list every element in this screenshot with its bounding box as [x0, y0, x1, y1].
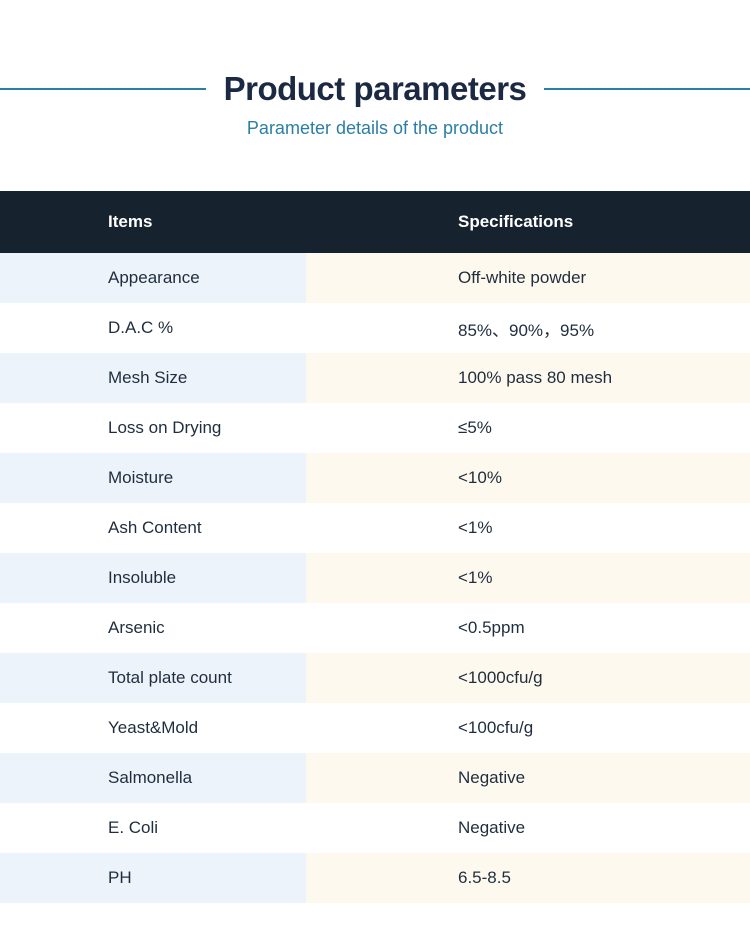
title-rule-right — [544, 88, 750, 90]
item-name-cell: Salmonella — [0, 753, 306, 803]
title-row: Product parameters — [0, 70, 750, 108]
item-name-cell: D.A.C % — [108, 318, 174, 337]
table-row: Salmonella Negative — [0, 753, 750, 803]
table-row: E. Coli Negative — [0, 803, 750, 853]
spec-value-cell: <10% — [306, 453, 750, 503]
spec-value-cell: ≤5% — [458, 418, 492, 437]
page-subtitle: Parameter details of the product — [246, 118, 504, 138]
table-row: Mesh Size 100% pass 80 mesh — [0, 353, 750, 403]
table-row: Total plate count <1000cfu/g — [0, 653, 750, 703]
spec-value-cell: 100% pass 80 mesh — [306, 353, 750, 403]
table-row: Ash Content <1% — [0, 503, 750, 553]
spec-value-cell: <1000cfu/g — [306, 653, 750, 703]
spec-value-cell: Negative — [458, 818, 526, 837]
table-row: Insoluble <1% — [0, 553, 750, 603]
title-rule-left — [0, 88, 206, 90]
section-header: Product parameters Parameter details of … — [0, 0, 750, 139]
page-title: Product parameters — [223, 70, 527, 107]
spec-value-cell: 85%、90%，95% — [458, 320, 595, 340]
column-header-specifications: Specifications — [458, 212, 574, 231]
table-row: D.A.C % 85%、90%，95% — [0, 303, 750, 353]
item-name-cell: Ash Content — [108, 518, 202, 537]
item-name-cell: Appearance — [0, 253, 306, 303]
spec-value-cell: <1% — [306, 553, 750, 603]
spec-value-cell: <0.5ppm — [458, 618, 525, 637]
table-row: Moisture <10% — [0, 453, 750, 503]
table-row: PH 6.5-8.5 — [0, 853, 750, 903]
item-name-cell: Arsenic — [108, 618, 165, 637]
item-name-cell: Yeast&Mold — [108, 718, 199, 737]
table-row: Yeast&Mold <100cfu/g — [0, 703, 750, 753]
item-name-cell: Moisture — [0, 453, 306, 503]
spec-table: Items Specifications Appearance Off-whit… — [0, 191, 750, 903]
table-body: Appearance Off-white powder D.A.C % 85%、… — [0, 253, 750, 903]
table-row: Loss on Drying ≤5% — [0, 403, 750, 453]
spec-value-cell: <1% — [458, 518, 493, 537]
column-header-items: Items — [108, 212, 153, 231]
item-name-cell: Total plate count — [0, 653, 306, 703]
item-name-cell: Loss on Drying — [108, 418, 222, 437]
table-header-row: Items Specifications — [0, 191, 750, 253]
item-name-cell: Mesh Size — [0, 353, 306, 403]
spec-value-cell: Off-white powder — [306, 253, 750, 303]
spec-value-cell: <100cfu/g — [458, 718, 534, 737]
item-name-cell: Insoluble — [0, 553, 306, 603]
spec-value-cell: Negative — [306, 753, 750, 803]
item-name-cell: PH — [0, 853, 306, 903]
item-name-cell: E. Coli — [108, 818, 159, 837]
table-row: Appearance Off-white powder — [0, 253, 750, 303]
spec-value-cell: 6.5-8.5 — [306, 853, 750, 903]
table-row: Arsenic <0.5ppm — [0, 603, 750, 653]
